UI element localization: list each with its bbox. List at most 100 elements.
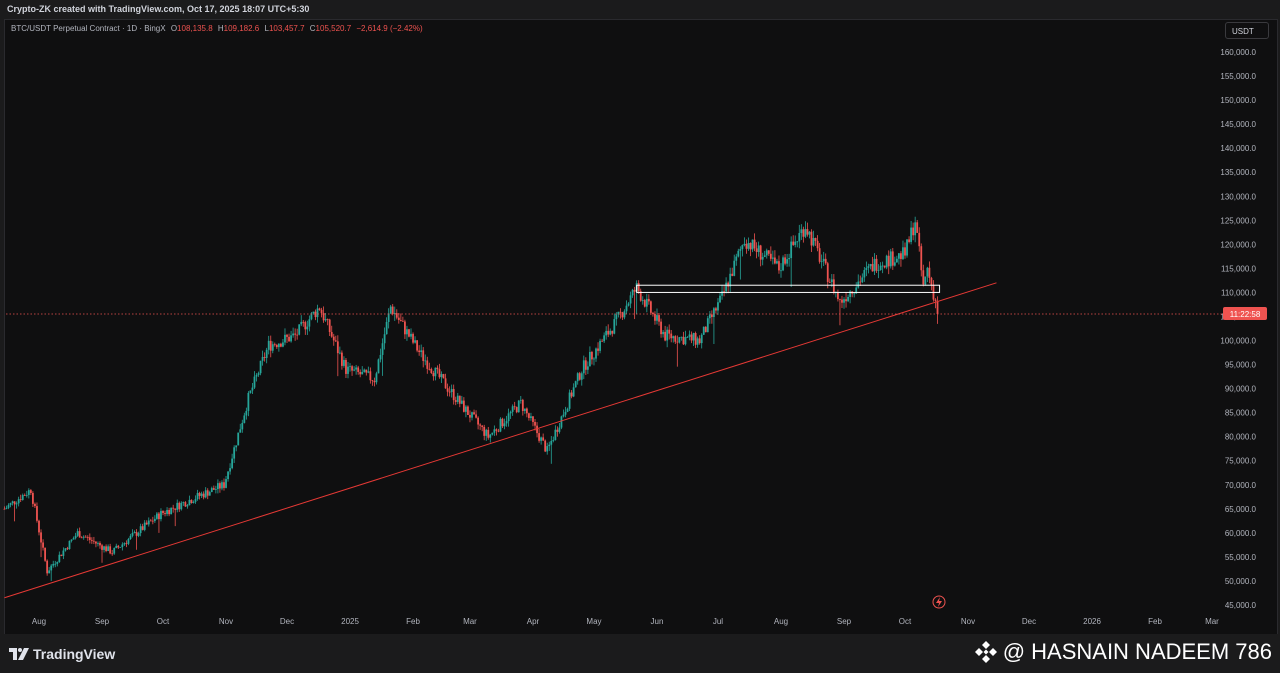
- candle-body: [881, 265, 884, 267]
- candle-body: [117, 545, 120, 548]
- candle-body: [334, 340, 337, 342]
- candle-body: [822, 258, 825, 262]
- candle-body: [668, 329, 671, 334]
- candle-body: [747, 242, 750, 249]
- candle-body: [298, 324, 301, 335]
- candle-body: [584, 360, 587, 370]
- candle-body: [922, 270, 925, 285]
- candle-body: [141, 526, 144, 530]
- candle-body: [725, 282, 728, 292]
- candle-body: [389, 306, 392, 314]
- candle-body: [361, 371, 364, 375]
- candle-body: [261, 356, 264, 361]
- candle-body: [869, 264, 872, 267]
- candle-body: [330, 332, 333, 337]
- candle-body: [621, 312, 624, 318]
- current-price-label: 11:22:58: [1230, 310, 1261, 319]
- candle-body: [214, 489, 217, 490]
- candle-body: [259, 360, 262, 374]
- candle-body: [517, 400, 520, 413]
- candle-body: [267, 340, 270, 350]
- candle-body: [767, 250, 770, 254]
- candle-body: [745, 243, 748, 249]
- candle-body: [572, 387, 575, 397]
- candle-body: [843, 299, 845, 303]
- candle-body: [119, 547, 122, 548]
- candle-body: [367, 371, 370, 373]
- high-label: H: [217, 24, 224, 33]
- candle-body: [906, 239, 908, 256]
- candle-body: [359, 371, 362, 375]
- candlestick-chart[interactable]: 160,000.0 155,000.0 150,000.0 145,000.0 140,…: [0, 0, 1280, 634]
- footer-bar: TradingView @ HASNAIN NADEEM 786: [0, 634, 1280, 673]
- candle-body: [292, 333, 295, 336]
- candle-body: [186, 505, 189, 507]
- candle-body: [873, 258, 876, 272]
- candle-body: [629, 295, 632, 304]
- price-tick-label: 70,000.0: [1225, 481, 1257, 490]
- chart-frame[interactable]: [4, 19, 1278, 635]
- candle-body: [857, 281, 860, 288]
- candle-body: [318, 308, 321, 310]
- chart-credit: Crypto-ZK created with TradingView.com, …: [7, 4, 310, 14]
- candle-body: [11, 501, 14, 503]
- candle-body: [503, 423, 506, 427]
- candle-body: [107, 546, 110, 551]
- time-tick-label: Feb: [1148, 617, 1162, 626]
- time-tick-label: Dec: [280, 617, 294, 626]
- candle-body: [863, 270, 866, 278]
- candle-body: [296, 334, 299, 336]
- candle-body: [202, 493, 205, 498]
- price-tick-label: 120,000.0: [1220, 240, 1256, 249]
- candle-body: [143, 522, 146, 530]
- candle-body: [507, 413, 510, 422]
- candle-body: [782, 257, 784, 271]
- candle-body: [501, 418, 504, 427]
- watermark: @ HASNAIN NADEEM 786: [973, 639, 1272, 665]
- low-label: L: [264, 24, 269, 33]
- price-tick-label: 110,000.0: [1221, 288, 1257, 297]
- currency-button[interactable]: USDT: [1225, 22, 1269, 39]
- support-trendline: [4, 282, 997, 599]
- candle-body: [570, 392, 573, 397]
- candle-body: [855, 287, 858, 294]
- candle-body: [930, 277, 933, 285]
- candle-body: [227, 471, 229, 480]
- candle-body: [145, 522, 148, 525]
- tradingview-logo[interactable]: TradingView: [8, 646, 115, 662]
- candle-body: [17, 499, 20, 504]
- candle-body: [696, 338, 699, 345]
- candle-body: [97, 543, 99, 544]
- candle-body: [656, 315, 658, 321]
- candle-body: [168, 509, 171, 515]
- candle-body: [532, 416, 534, 422]
- symbol-info-bar[interactable]: BTC/USDT Perpetual Contract · 1D · BingX…: [11, 24, 423, 33]
- candle-body: [808, 231, 811, 235]
- candle-body: [802, 229, 805, 237]
- candle-body: [15, 503, 18, 505]
- candle-body: [393, 313, 396, 315]
- candle-body: [556, 429, 559, 432]
- candle-body: [759, 245, 762, 260]
- candle-body: [194, 499, 197, 502]
- candle-body: [56, 562, 59, 564]
- symbol-name[interactable]: BTC/USDT Perpetual Contract · 1D · BingX: [11, 24, 166, 33]
- candle-body: [731, 273, 734, 276]
- candle-body: [865, 267, 868, 271]
- candle-body: [410, 333, 412, 337]
- candle-body: [593, 358, 595, 360]
- candle-body: [355, 367, 358, 370]
- candle-body: [86, 537, 89, 538]
- candle-body: [784, 257, 786, 264]
- candle-body: [898, 253, 900, 259]
- candle-body: [828, 281, 831, 283]
- candle-body: [649, 301, 652, 313]
- candle-body: [174, 508, 177, 510]
- price-tick-label: 50,000.0: [1225, 577, 1257, 586]
- candle-body: [182, 502, 185, 504]
- candle-body: [111, 553, 114, 555]
- candle-body: [304, 322, 307, 330]
- candle-body: [414, 340, 416, 343]
- candle-body: [322, 313, 325, 321]
- candle-body: [538, 433, 540, 441]
